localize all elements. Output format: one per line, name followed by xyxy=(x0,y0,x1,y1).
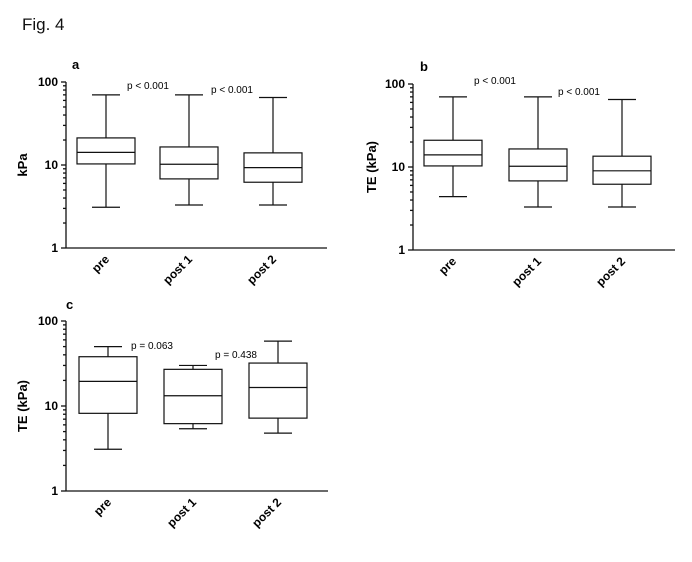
y-axis-label: TE (kPa) xyxy=(364,141,379,193)
panel-label: c xyxy=(66,297,73,312)
box-iqr xyxy=(159,146,219,180)
x-tick-label: pre xyxy=(91,495,114,518)
chart-panel-b: 1 10 100 TE (kPa) b pre post 1 post 2 p < 0.001 p… xyxy=(364,59,675,289)
y-tick-label: 100 xyxy=(38,314,58,328)
x-tick-label: post 2 xyxy=(249,495,284,530)
box-iqr xyxy=(248,362,308,419)
box-iqr xyxy=(423,139,483,167)
box-iqr xyxy=(163,368,223,425)
box-iqr xyxy=(508,148,568,182)
p-value-annotation: p < 0.001 xyxy=(127,81,169,92)
x-tick-label: post 2 xyxy=(593,254,628,289)
x-tick-label: post 1 xyxy=(509,254,544,289)
y-axis-label: TE (kPa) xyxy=(15,380,30,432)
box-iqr xyxy=(78,356,138,414)
x-tick-label: pre xyxy=(436,254,459,277)
y-tick-label: 1 xyxy=(51,241,58,255)
y-tick-label: 1 xyxy=(398,243,405,257)
p-value-annotation: p < 0.001 xyxy=(211,85,253,96)
y-tick-label: 10 xyxy=(45,158,59,172)
p-value-annotation: p = 0.438 xyxy=(215,350,257,361)
p-value-annotation: p = 0.063 xyxy=(131,341,173,352)
chart-panel-c: 1 10 100 TE (kPa) c pre post 1 post 2 p = 0.063 p… xyxy=(15,297,328,530)
x-tick-label: post 1 xyxy=(164,495,199,530)
chart-panel-a: 1 10 100 kPa a pre post 1 post 2 p < 0.001 p < 0.… xyxy=(15,57,327,287)
panel-label: a xyxy=(72,57,80,72)
p-value-annotation: p < 0.001 xyxy=(558,87,600,98)
x-tick-label: post 1 xyxy=(160,252,195,287)
y-tick-label: 100 xyxy=(385,77,405,91)
x-tick-label: pre xyxy=(89,252,112,275)
p-value-annotation: p < 0.001 xyxy=(474,76,516,87)
x-tick-label: post 2 xyxy=(244,252,279,287)
y-tick-label: 10 xyxy=(392,160,406,174)
y-tick-label: 10 xyxy=(45,399,59,413)
y-axis-label: kPa xyxy=(15,153,30,177)
y-tick-label: 100 xyxy=(38,75,58,89)
figure-title: Fig. 4 xyxy=(22,15,65,34)
y-tick-label: 1 xyxy=(51,484,58,498)
panel-label: b xyxy=(420,59,428,74)
box-iqr xyxy=(76,137,136,165)
